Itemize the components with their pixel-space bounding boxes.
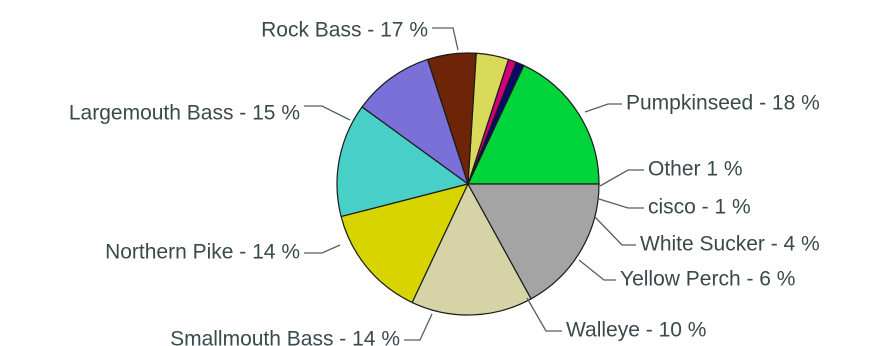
slice-label-rock-bass: Rock Bass - 17 % xyxy=(261,19,428,42)
slice-label-northern-pike: Northern Pike - 14 % xyxy=(105,241,300,264)
leader-line-rock-bass xyxy=(432,27,459,51)
leader-lines xyxy=(304,27,644,341)
leader-line-white-sucker xyxy=(594,216,636,246)
pie-slice-northern-pike xyxy=(340,183,470,304)
slice-label-cisco: cisco - 1 % xyxy=(648,196,751,219)
leader-line-largemouth-bass xyxy=(304,105,351,121)
slice-label-yellow-perch: Yellow Perch - 6 % xyxy=(620,268,795,291)
pie-slices xyxy=(336,52,600,316)
leader-line-northern-pike xyxy=(304,244,341,254)
slice-label-other: Other 1 % xyxy=(648,158,743,181)
leader-line-other xyxy=(599,169,644,187)
leader-line-cisco xyxy=(598,198,644,209)
slice-label-walleye: Walleye - 10 % xyxy=(566,319,706,342)
slice-label-largemouth-bass: Largemouth Bass - 15 % xyxy=(69,102,300,125)
slice-label-smallmouth-bass: Smallmouth Bass - 14 % xyxy=(170,328,400,346)
leader-line-smallmouth-bass xyxy=(404,313,433,341)
leader-line-yellow-perch xyxy=(578,259,616,281)
pie-slice-walleye xyxy=(361,58,470,186)
slice-label-white-sucker: White Sucker - 4 % xyxy=(640,233,820,256)
leader-line-walleye xyxy=(526,297,562,332)
pie-slice-largemouth-bass xyxy=(411,182,532,316)
slice-label-pumpkinseed: Pumpkinseed - 18 % xyxy=(626,92,820,115)
pie-slice-smallmouth-bass xyxy=(336,106,470,218)
slice-labels: Pumpkinseed - 18 % Other 1 % cisco - 1 % Wh… xyxy=(69,19,820,346)
leader-line-pumpkinseed xyxy=(584,103,622,113)
pie-slice-pumpkinseed xyxy=(467,64,600,185)
pie-slice-rock-bass xyxy=(466,183,600,300)
